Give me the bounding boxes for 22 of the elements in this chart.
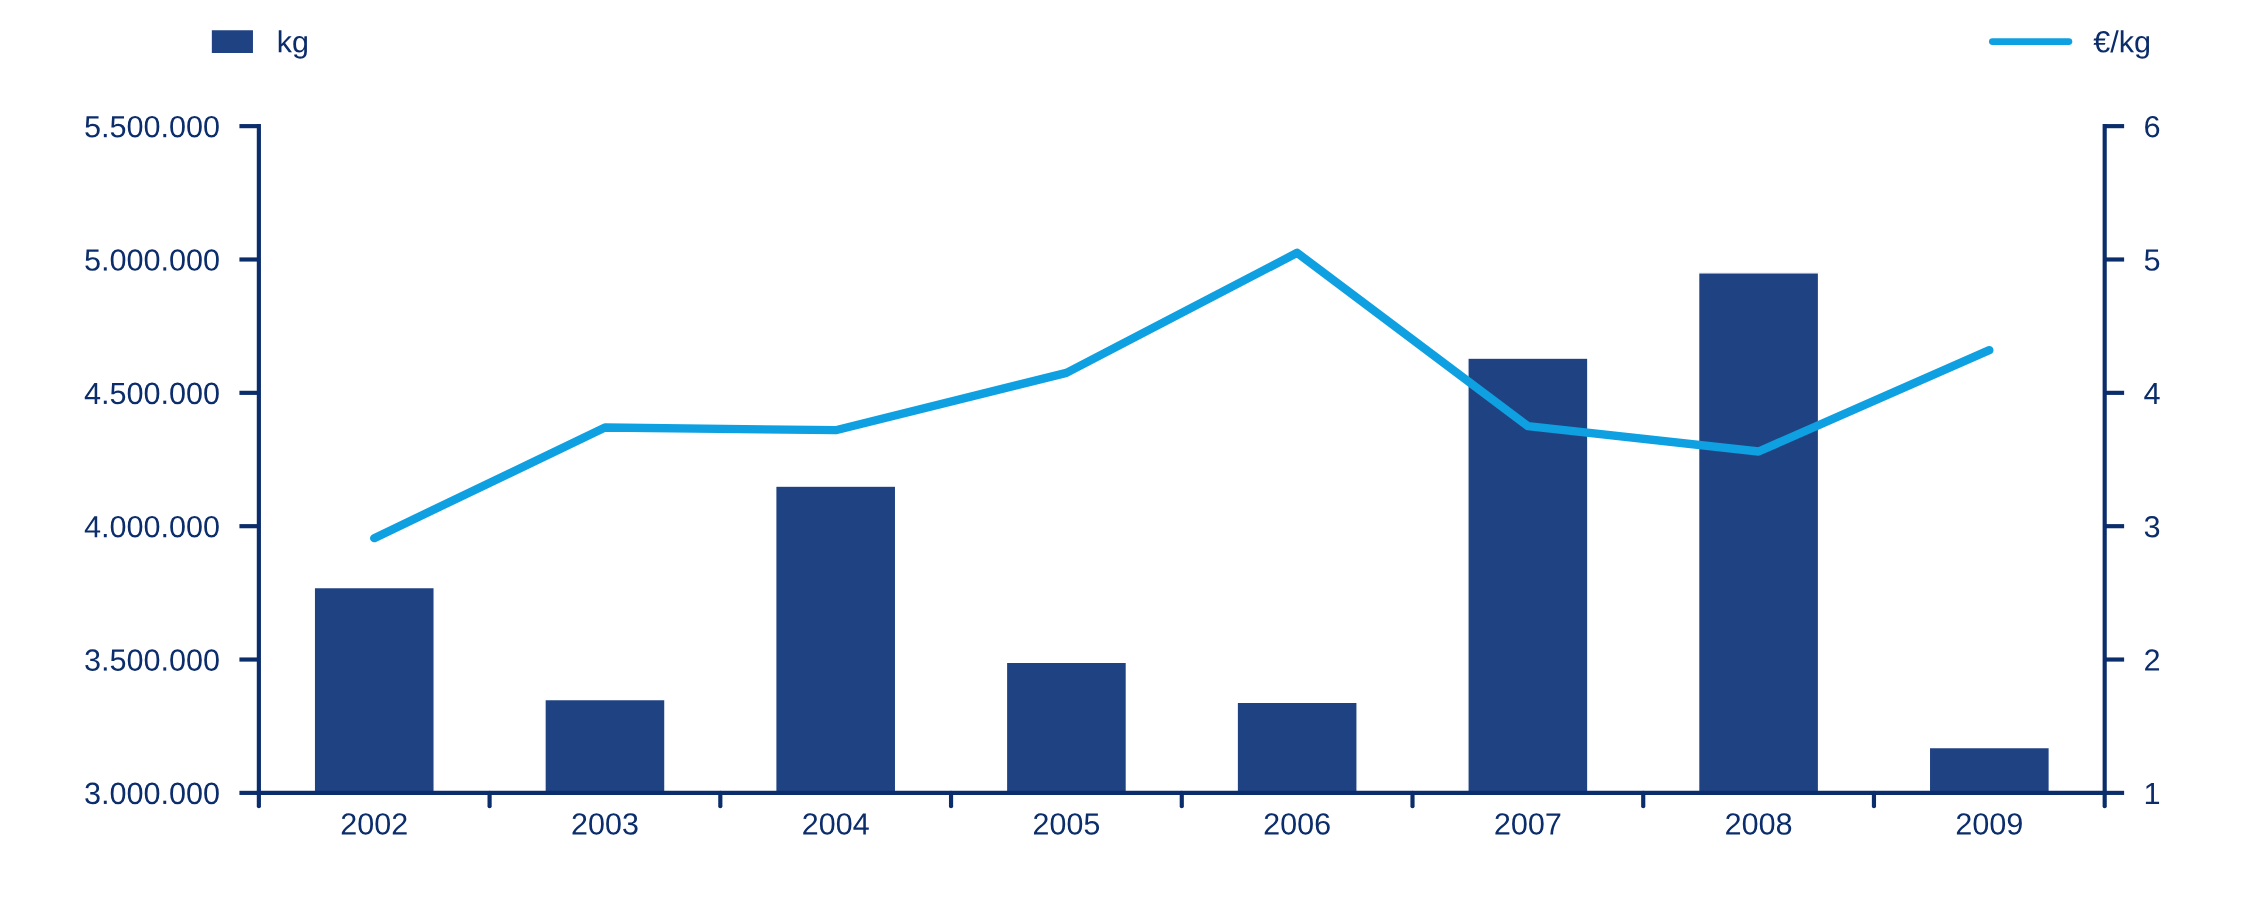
x-tick-label: 2005: [1033, 813, 1100, 835]
x-tick-label: 2006: [1264, 813, 1330, 835]
legend-label: kg: [278, 30, 307, 59]
y2-tick-label: 5: [2144, 249, 2160, 271]
y-tick-label: 5.500.000: [85, 115, 219, 138]
y2-tick-label: 3: [2144, 515, 2160, 538]
y2-tick-label: 2: [2145, 649, 2160, 671]
y-tick-label: 3.500.000: [85, 649, 219, 671]
y2-tick-label: 1: [2145, 782, 2160, 804]
y-tick-label: 4.000.000: [84, 515, 219, 538]
y2-tick-label: 4: [2144, 382, 2160, 404]
legend-label: €/kg: [2093, 30, 2150, 59]
y2-tick-label: 6: [2145, 115, 2160, 138]
x-tick-label: 2007: [1495, 813, 1561, 835]
x-tick-label: 2002: [341, 813, 407, 835]
x-tick-label: 2009: [1956, 813, 2022, 835]
x-tick-label: 2004: [803, 813, 869, 835]
y-tick-label: 3.000.000: [85, 782, 219, 805]
x-tick-label: 2003: [572, 813, 638, 835]
y-tick-label: 5.000.000: [85, 249, 219, 271]
x-tick-label: 2008: [1726, 813, 1792, 835]
y-tick-label: 4.500.000: [84, 382, 219, 405]
